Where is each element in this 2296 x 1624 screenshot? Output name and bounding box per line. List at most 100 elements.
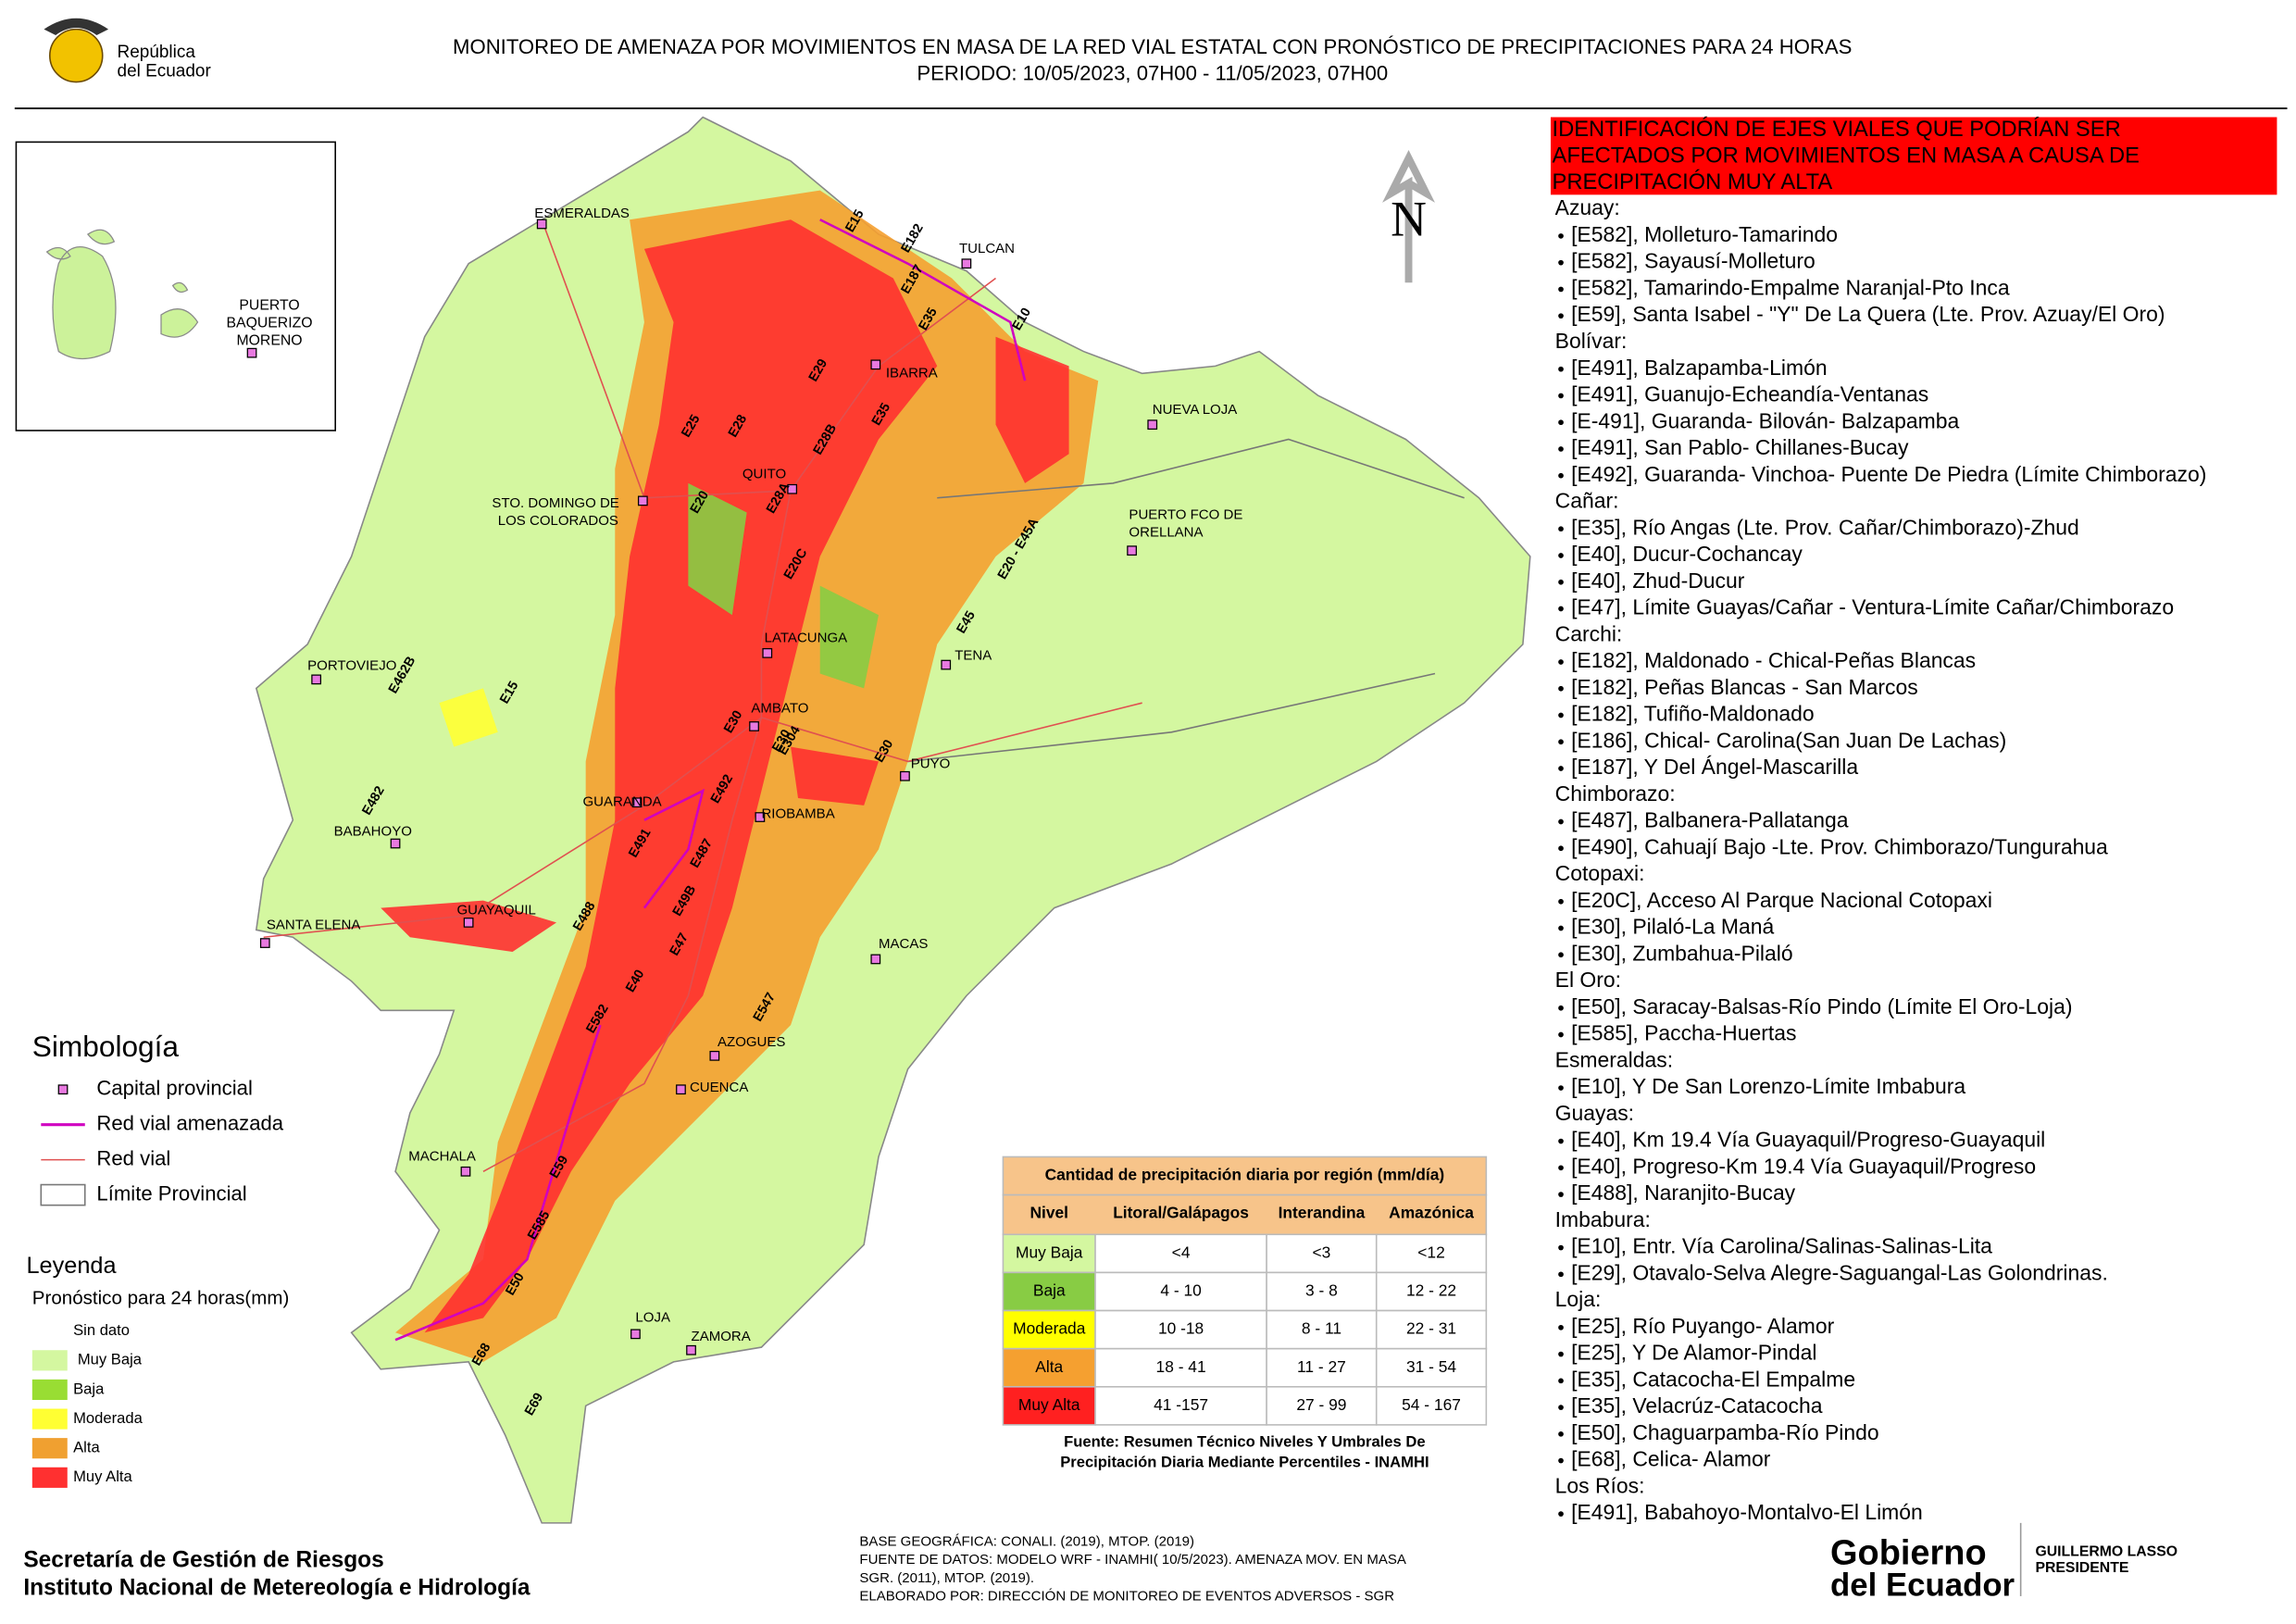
city-label: LOJA xyxy=(635,1309,670,1325)
bullet xyxy=(1558,1430,1564,1437)
city-label: RIOBAMBA xyxy=(761,806,834,821)
province-item: [E40], Km 19.4 Vía Guayaquil/Progreso-Gu… xyxy=(1571,1128,2045,1152)
province-item: [E59], Santa Isabel - "Y" De La Quera (L… xyxy=(1571,302,2165,326)
precipitation-zone xyxy=(439,688,498,747)
province-item: [E40], Ducur-Cochancay xyxy=(1571,542,1803,566)
inset-label: MORENO xyxy=(236,333,302,349)
table-source: Precipitación Diaria Mediante Percentile… xyxy=(1060,1453,1429,1470)
table-cell xyxy=(1002,1385,1096,1426)
panel-header: AFECTADOS POR MOVIMIENTOS EN MASA A CAUS… xyxy=(1553,144,2140,168)
table-cell-text: 31 - 54 xyxy=(1406,1357,1456,1376)
capital-marker xyxy=(1147,419,1158,431)
province-item: [E182], Tufiño-Maldonado xyxy=(1571,702,1815,726)
city-label: ESMERALDAS xyxy=(534,206,630,221)
province-item: [E29], Otavalo-Selva Alegre-Saguangal-La… xyxy=(1571,1260,2108,1284)
capital-marker xyxy=(749,721,759,731)
table-header-bg xyxy=(1002,1193,1488,1236)
city-label: PUERTO FCO DE xyxy=(1129,507,1242,523)
inset-label: BAQUERIZO xyxy=(227,316,313,331)
bullet xyxy=(1558,366,1564,372)
legend-item: Muy Baja xyxy=(78,1351,143,1368)
bullet xyxy=(1558,1405,1564,1410)
capital-marker xyxy=(870,954,881,965)
province-item: [E20C], Acceso Al Parque Nacional Cotopa… xyxy=(1571,888,1992,912)
bullet xyxy=(1558,712,1564,718)
province-name: Carchi: xyxy=(1555,621,1623,645)
precipitation-zone xyxy=(688,482,747,616)
table-header: Amazónica xyxy=(1389,1204,1474,1222)
bullet xyxy=(1558,1511,1564,1517)
table-cell xyxy=(1375,1271,1488,1312)
provincial-limit xyxy=(937,438,1465,499)
province-item: [E50], Saracay-Balsas-Río Pindo (Límite … xyxy=(1571,994,2072,1018)
symbology-item: Red vial xyxy=(96,1146,170,1169)
bullet xyxy=(1558,393,1564,399)
province-name: Los Ríos: xyxy=(1555,1473,1645,1497)
legend-limit xyxy=(40,1183,86,1206)
legend-swatch xyxy=(31,1408,68,1430)
bullet xyxy=(1558,1031,1564,1038)
province-item: [E182], Maldonado - Chical-Peñas Blancas xyxy=(1571,648,1976,672)
table-cell-text: 12 - 22 xyxy=(1406,1281,1456,1300)
city-label: SANTA ELENA xyxy=(267,918,361,933)
table-cell-text: 41 -157 xyxy=(1154,1395,1208,1414)
table-cell xyxy=(1266,1385,1378,1426)
province-item: [E50], Chaguarpamba-Río Pindo xyxy=(1571,1420,1879,1444)
table-cell-text: <3 xyxy=(1313,1243,1331,1261)
table-title-bg xyxy=(1002,1156,1488,1196)
capital-marker xyxy=(709,1050,720,1061)
province-name: Imbabura: xyxy=(1555,1207,1651,1231)
bullet xyxy=(1558,1324,1564,1330)
table-cell-text: Moderada xyxy=(1013,1319,1086,1338)
city-label: IBARRA xyxy=(886,365,938,381)
bullet xyxy=(1558,1192,1564,1197)
capital-marker xyxy=(246,347,257,358)
table-cell-text: Muy Alta xyxy=(1018,1395,1080,1414)
province-item: [E582], Molleturo-Tamarindo xyxy=(1571,222,1838,246)
president: PRESIDENTE xyxy=(2035,1560,2128,1576)
province-name: Guayas: xyxy=(1555,1101,1634,1125)
bullet xyxy=(1558,1457,1564,1464)
table-cell xyxy=(1266,1309,1378,1350)
table-cell-text: 11 - 27 xyxy=(1297,1357,1346,1376)
provincial-limit xyxy=(907,672,1436,763)
capital-marker xyxy=(1127,545,1137,556)
bullet xyxy=(1558,845,1564,852)
table-source: Fuente: Resumen Técnico Niveles Y Umbral… xyxy=(1064,1432,1425,1450)
city-label: GUARANDA xyxy=(583,794,662,810)
table-cell xyxy=(1375,1233,1488,1274)
bullet xyxy=(1558,419,1564,426)
table-header: Nivel xyxy=(1029,1204,1068,1222)
province-item: [E186], Chical- Carolina(San Juan De Lac… xyxy=(1571,728,2006,752)
map-layer xyxy=(255,116,1531,1524)
table-cell-text: 4 - 10 xyxy=(1160,1281,1201,1300)
symbology-title: Simbología xyxy=(32,1030,180,1063)
province-name: Chimborazo: xyxy=(1555,781,1676,806)
province-name: Esmeraldas: xyxy=(1555,1047,1673,1071)
city-label: CUENCA xyxy=(690,1080,748,1095)
base-info: ELABORADO POR: DIRECCIÓN DE MONITOREO DE… xyxy=(859,1589,1394,1605)
bullet xyxy=(1558,659,1564,665)
president: GUILLERMO LASSO xyxy=(2035,1544,2177,1560)
logo-text: República xyxy=(118,43,196,62)
city-label: STO. DOMINGO DE xyxy=(492,495,618,511)
province-item: [E491], Babahoyo-Montalvo-El Limón xyxy=(1571,1500,1923,1524)
city-label: NUEVA LOJA xyxy=(1153,402,1238,418)
table-cell xyxy=(1266,1233,1378,1274)
symbology-item: Red vial amenazada xyxy=(96,1112,283,1135)
city-label: MACHALA xyxy=(408,1148,476,1164)
bullet xyxy=(1558,1138,1564,1144)
table-cell-text: Muy Baja xyxy=(1016,1243,1083,1261)
bullet xyxy=(1558,472,1564,479)
legend-item: Moderada xyxy=(73,1409,143,1427)
table-cell-text: Alta xyxy=(1035,1357,1063,1376)
symbology-item: Capital provincial xyxy=(96,1077,252,1100)
legend-item: Alta xyxy=(73,1439,100,1456)
legend-item: Muy Alta xyxy=(73,1468,132,1485)
capital-marker xyxy=(637,495,648,506)
table-cell-text: Baja xyxy=(1033,1281,1066,1300)
capital-marker xyxy=(941,659,952,670)
province-item: [E582], Tamarindo-Empalme Naranjal-Pto I… xyxy=(1571,275,2010,299)
city-label: AZOGUES xyxy=(718,1034,785,1050)
